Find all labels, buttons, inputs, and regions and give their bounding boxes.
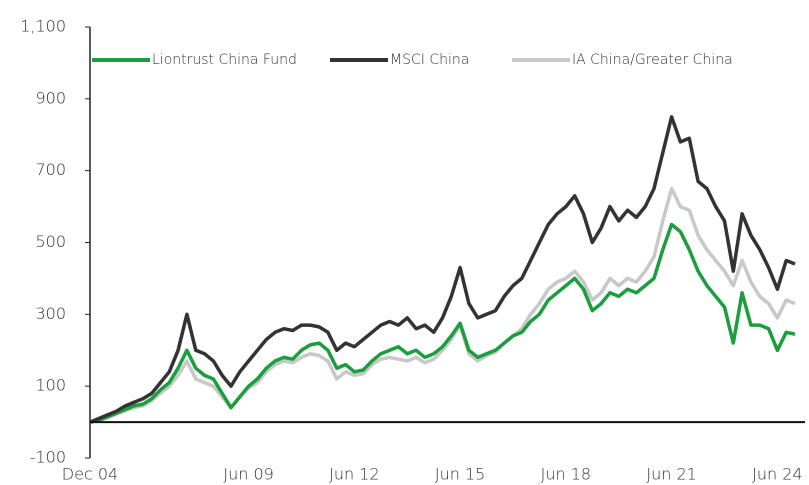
x-tick-label: Dec 04 (62, 465, 118, 484)
y-tick-label: 1,100 (20, 17, 66, 36)
y-tick-label: 500 (35, 232, 66, 251)
legend-label: MSCI China (390, 52, 469, 68)
y-tick-label: -100 (30, 448, 66, 467)
y-tick-label: 300 (35, 304, 66, 323)
x-tick-label: Jun 12 (329, 465, 379, 484)
series-line (89, 186, 796, 424)
x-tick-label: Jun 24 (752, 465, 802, 484)
series-line (89, 115, 796, 424)
x-tick-label: Jun 09 (223, 465, 273, 484)
y-tick-label: 100 (35, 376, 66, 395)
legend-label: IA China/Greater China (572, 52, 733, 68)
x-tick-label: Jun 15 (435, 465, 485, 484)
legend-label: Liontrust China Fund (152, 52, 297, 68)
y-tick-label: 700 (35, 160, 66, 179)
y-tick-label: 900 (35, 88, 66, 107)
series-line (89, 222, 796, 424)
x-tick-label: Jun 21 (646, 465, 696, 484)
x-tick-label: Jun 18 (541, 465, 591, 484)
